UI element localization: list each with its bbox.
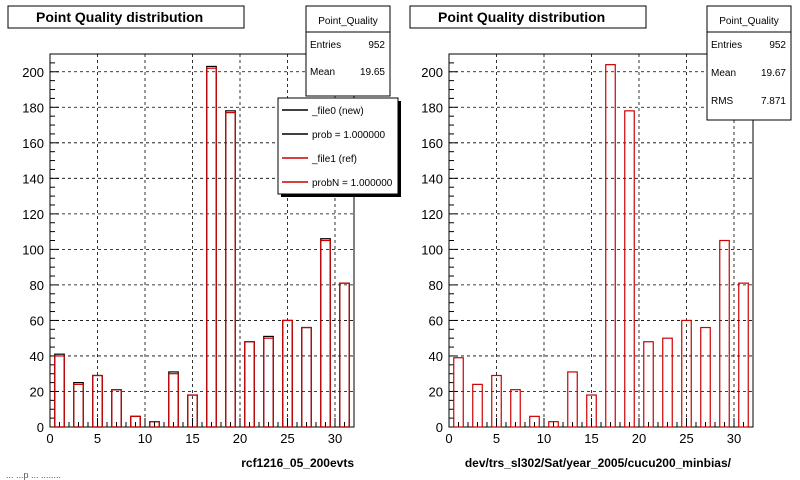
bar-series1: [643, 341, 654, 428]
stats-value: 19.67: [761, 68, 786, 79]
bar-series2: [339, 282, 350, 428]
bar-series2: [206, 67, 217, 428]
stats-label: RMS: [711, 96, 734, 107]
legend-label: _file1 (ref): [311, 154, 357, 165]
y-tick-label: 40: [30, 349, 44, 364]
y-tick-label: 120: [421, 207, 443, 222]
bar-series2: [320, 239, 331, 428]
bar-series1: [548, 421, 559, 428]
stats-label: Mean: [310, 67, 335, 78]
bar-series1: [681, 319, 692, 428]
bar-series1: [662, 337, 673, 428]
y-tick-label: 140: [22, 171, 44, 186]
x-tick-label: 25: [679, 431, 693, 446]
stats-box: [305, 5, 391, 97]
x-tick-label: 10: [138, 431, 152, 446]
legend-label: prob = 1.000000: [312, 130, 386, 141]
stats-value: 19.65: [360, 67, 385, 78]
x-tick-label: 20: [233, 431, 247, 446]
bar-series2: [168, 373, 179, 428]
bar-series1: [472, 383, 483, 428]
y-tick-label: 60: [30, 313, 44, 328]
plot-frame: [448, 53, 754, 428]
histogram-panel-2: 0 5 10 15 20 25 30 0 20 40 60 80 100 120 140 160 180 200 P…: [409, 5, 792, 470]
y-tick-label: 160: [421, 136, 443, 151]
bar-series1: [491, 374, 502, 428]
x-tick-label: 0: [46, 431, 53, 446]
bar-series2: [225, 112, 236, 428]
legend-label: _file0 (new): [311, 106, 364, 117]
bar-series2: [149, 421, 160, 428]
stats-label: Mean: [711, 68, 736, 79]
y-tick-label: 80: [30, 278, 44, 293]
y-tick-label: 200: [421, 65, 443, 80]
y-tick-label: 20: [429, 384, 443, 399]
bar-series2: [92, 374, 103, 428]
y-tick-label: 160: [22, 136, 44, 151]
bar-series1: [510, 389, 521, 428]
bar-series2: [263, 337, 274, 428]
y-tick-label: 40: [429, 349, 443, 364]
bar-series2: [130, 415, 141, 428]
y-tick-label: 0: [436, 420, 443, 435]
bar-series1: [529, 415, 540, 428]
x-tick-label: 15: [584, 431, 598, 446]
bar-series2: [111, 389, 122, 428]
y-tick-label: 60: [429, 313, 443, 328]
y-tick-label: 0: [37, 420, 44, 435]
stats-box: [706, 5, 792, 121]
bar-series1: [700, 326, 711, 428]
stats-title: Point_Quality: [318, 16, 377, 27]
x-tick-label: 25: [280, 431, 294, 446]
legend-label: probN = 1.000000: [312, 178, 393, 189]
x-tick-label: 10: [537, 431, 551, 446]
bar-series2: [54, 355, 65, 428]
legend-box: [277, 97, 399, 195]
title-box: [7, 5, 245, 29]
bar-series2: [244, 341, 255, 428]
bar-series1: [567, 371, 578, 428]
bar-series2: [73, 383, 84, 428]
y-tick-label: 140: [421, 171, 443, 186]
bar-series2: [282, 319, 293, 428]
bar-series2: [301, 326, 312, 428]
x-tick-label: 15: [185, 431, 199, 446]
bar-series1: [624, 110, 635, 428]
stats-value: 952: [769, 40, 786, 51]
x-axis-label: dev/trs_sl302/Sat/year_2005/cucu200_minb…: [465, 456, 732, 470]
x-tick-label: 0: [445, 431, 452, 446]
y-tick-label: 100: [22, 242, 44, 257]
histogram-panel-1: 0 5 10 15 20 25 30 0 20 40 60 80 100 120 140 160 180 200 P…: [7, 5, 401, 470]
x-tick-label: 30: [727, 431, 741, 446]
y-tick-label: 200: [22, 65, 44, 80]
x-tick-label: 5: [94, 431, 101, 446]
bar-series1: [586, 394, 597, 428]
title-box: [409, 5, 647, 29]
x-axis-label: rcf1216_05_200evts: [241, 456, 354, 470]
bar-series1: [738, 282, 749, 428]
y-tick-label: 180: [421, 100, 443, 115]
chart-title: Point Quality distribution: [36, 9, 203, 25]
bar-series1: [605, 64, 616, 428]
stats-value: 7.871: [761, 96, 786, 107]
y-tick-label: 120: [22, 207, 44, 222]
x-tick-label: 5: [493, 431, 500, 446]
stats-value: 952: [368, 40, 385, 51]
bar-series1: [453, 357, 464, 428]
y-tick-label: 100: [421, 242, 443, 257]
bottom-text-fragment: ... ...p ... ........: [6, 470, 61, 480]
bar-series2: [187, 394, 198, 428]
x-tick-label: 30: [328, 431, 342, 446]
stats-title: Point_Quality: [719, 16, 778, 27]
y-tick-label: 80: [429, 278, 443, 293]
y-tick-label: 180: [22, 100, 44, 115]
y-tick-label: 20: [30, 384, 44, 399]
stats-label: Entries: [310, 40, 341, 51]
bar-series1: [719, 239, 730, 428]
stats-label: Entries: [711, 40, 742, 51]
chart-title: Point Quality distribution: [438, 9, 605, 25]
x-tick-label: 20: [632, 431, 646, 446]
